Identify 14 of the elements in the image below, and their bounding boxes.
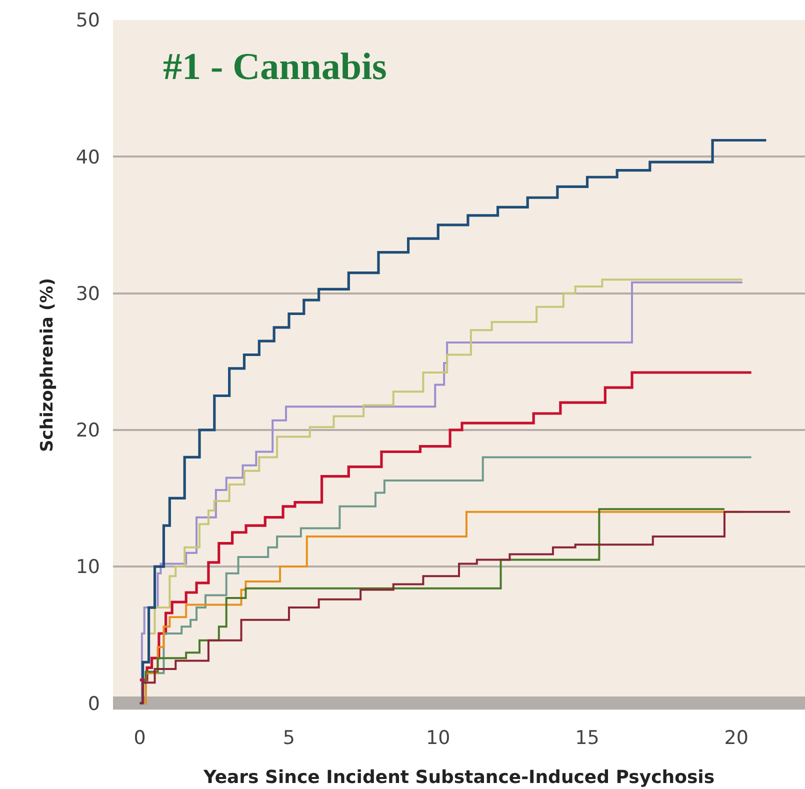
y-tick-label: 50 [76, 10, 100, 32]
x-tick-label: 10 [426, 727, 450, 749]
x-tick-label: 20 [724, 727, 748, 749]
x-tick-label: 5 [282, 727, 296, 749]
y-tick-label: 30 [76, 282, 100, 305]
x-axis-title: Years Since Incident Substance-Induced Psychosis [202, 767, 715, 788]
y-tick-label: 20 [76, 420, 100, 442]
x-tick-label: 0 [134, 727, 146, 749]
y-tick-label: 0 [88, 692, 100, 715]
y-tick-label: 10 [76, 556, 100, 578]
text: #1 - Cannabis [163, 46, 387, 88]
x-tick-label: 15 [575, 727, 600, 749]
y-axis-title: Schizophrenia (%) [37, 278, 58, 452]
y-tick-label: 40 [76, 146, 100, 168]
